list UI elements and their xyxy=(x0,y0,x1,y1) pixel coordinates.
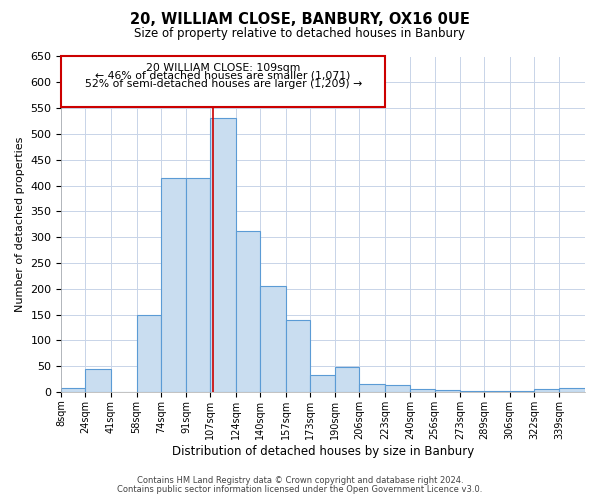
Bar xyxy=(161,178,186,392)
Bar xyxy=(286,320,310,392)
Bar xyxy=(460,391,484,392)
Text: Contains public sector information licensed under the Open Government Licence v3: Contains public sector information licen… xyxy=(118,484,482,494)
Y-axis label: Number of detached properties: Number of detached properties xyxy=(15,136,25,312)
Bar xyxy=(137,314,161,392)
Bar xyxy=(434,390,460,392)
Bar xyxy=(385,384,410,392)
Text: Contains HM Land Registry data © Crown copyright and database right 2024.: Contains HM Land Registry data © Crown c… xyxy=(137,476,463,485)
Bar xyxy=(85,369,111,392)
Bar xyxy=(260,286,286,392)
Bar xyxy=(61,388,85,392)
Bar xyxy=(61,56,385,106)
Text: ← 46% of detached houses are smaller (1,071): ← 46% of detached houses are smaller (1,… xyxy=(95,71,351,81)
Text: 52% of semi-detached houses are larger (1,209) →: 52% of semi-detached houses are larger (… xyxy=(85,79,362,89)
Bar xyxy=(534,390,559,392)
Bar xyxy=(510,391,534,392)
X-axis label: Distribution of detached houses by size in Banbury: Distribution of detached houses by size … xyxy=(172,444,475,458)
Bar xyxy=(335,367,359,392)
Bar xyxy=(484,391,510,392)
Bar xyxy=(559,388,585,392)
Bar xyxy=(410,390,434,392)
Text: Size of property relative to detached houses in Banbury: Size of property relative to detached ho… xyxy=(134,28,466,40)
Bar xyxy=(310,375,335,392)
Text: 20, WILLIAM CLOSE, BANBURY, OX16 0UE: 20, WILLIAM CLOSE, BANBURY, OX16 0UE xyxy=(130,12,470,28)
Bar xyxy=(186,178,211,392)
Bar xyxy=(359,384,385,392)
Bar xyxy=(211,118,236,392)
Text: 20 WILLIAM CLOSE: 109sqm: 20 WILLIAM CLOSE: 109sqm xyxy=(146,62,301,72)
Bar xyxy=(236,231,260,392)
